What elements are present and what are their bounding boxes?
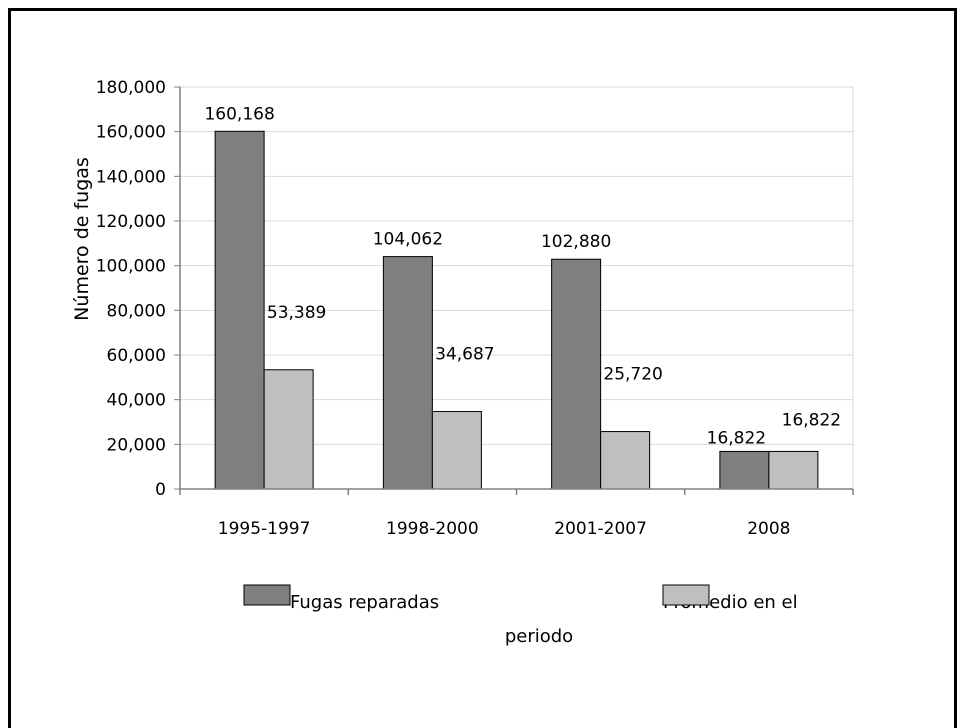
legend-swatch-fugas-reparadas: [243, 584, 291, 606]
y-axis-title: Número de fugas: [71, 157, 93, 321]
y-tick-label: 40,000: [107, 391, 166, 411]
bar-promedio-1998-2000: [431, 411, 482, 490]
y-tick-label: 180,000: [96, 78, 166, 98]
axes: [174, 86, 854, 495]
bar-fugas-reparadas-1995-1997: [214, 130, 265, 490]
x-tick-labels: 1995-1997 1998-2000 2001-2007 2008: [218, 519, 791, 539]
bar-fugas-reparadas-1998-2000: [382, 256, 433, 490]
data-labels: 160,168 53,389 104,062 34,687 102,880 25,720 1…: [204, 104, 841, 448]
chart-frame: [8, 8, 957, 728]
y-tick-label: 80,000: [107, 301, 166, 321]
data-label: 53,389: [267, 303, 326, 323]
x-tick-label: 2008: [747, 519, 790, 539]
data-label: 104,062: [373, 230, 443, 250]
data-label: 16,822: [707, 428, 766, 448]
y-tick-label: 140,000: [96, 167, 166, 187]
y-tick-labels: 0 20,000 40,000 60,000 80,000 100,000 120,000 1…: [96, 78, 166, 500]
bar-promedio-1995-1997: [263, 369, 314, 490]
x-tick-label: 1995-1997: [218, 519, 311, 539]
bar-chart: 0 20,000 40,000 60,000 80,000 100,000 120,000 1…: [71, 78, 854, 647]
data-label: 16,822: [782, 410, 841, 430]
legend-label-fugas-reparadas: Fugas reparadas: [290, 592, 439, 613]
y-tick-label: 60,000: [107, 346, 166, 366]
bar-fugas-reparadas-2001-2007: [551, 258, 602, 490]
bar-promedio-2008: [768, 450, 819, 490]
x-tick-label: 2001-2007: [554, 519, 647, 539]
y-tick-label: 160,000: [96, 123, 166, 143]
y-tick-label: 100,000: [96, 257, 166, 277]
y-tick-label: 120,000: [96, 212, 166, 232]
data-label: 34,687: [435, 345, 494, 365]
data-label: 160,168: [204, 104, 274, 124]
bars: [214, 130, 819, 490]
y-tick-label: 0: [155, 480, 166, 500]
legend-label-promedio-line2: periodo: [505, 626, 573, 647]
gridlines: [180, 86, 854, 489]
data-label: 25,720: [603, 365, 662, 385]
bar-promedio-2001-2007: [600, 431, 651, 490]
y-tick-label: 20,000: [107, 435, 166, 455]
bar-fugas-reparadas-2008: [719, 450, 770, 490]
data-label: 102,880: [541, 232, 611, 252]
x-tick-label: 1998-2000: [386, 519, 479, 539]
legend: Fugas reparadas Promedio en el periodo: [243, 584, 798, 647]
legend-swatch-promedio: [662, 584, 710, 606]
